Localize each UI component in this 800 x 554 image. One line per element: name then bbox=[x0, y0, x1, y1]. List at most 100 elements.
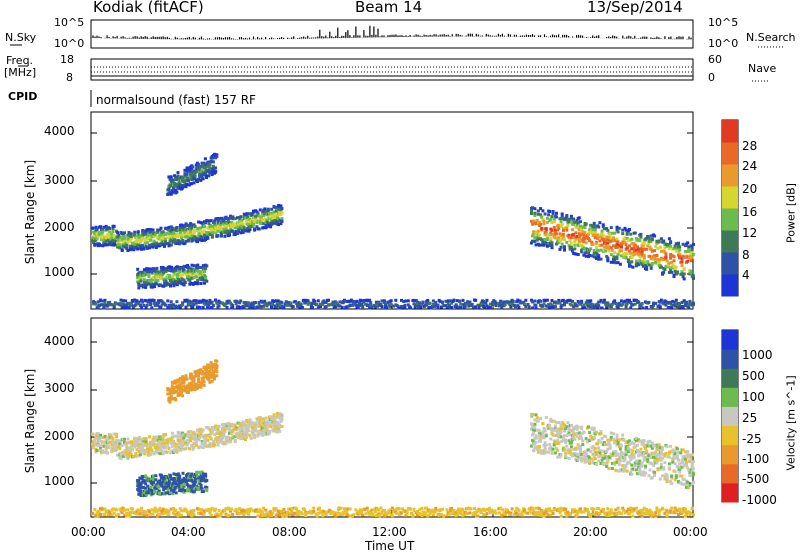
echo-cell bbox=[580, 459, 584, 463]
echo-cell bbox=[145, 493, 149, 497]
echo-cell bbox=[176, 448, 180, 452]
echo-cell bbox=[176, 235, 180, 239]
echo-cell bbox=[579, 444, 582, 448]
echo-cell bbox=[99, 243, 102, 247]
echo-cell bbox=[458, 299, 462, 303]
echo-cell bbox=[186, 264, 189, 267]
echo-cell bbox=[580, 228, 584, 232]
echo-cell bbox=[628, 249, 631, 253]
echo-cell bbox=[613, 251, 617, 255]
echo-cell bbox=[589, 223, 593, 227]
echo-cell bbox=[248, 228, 252, 231]
echo-cell bbox=[182, 378, 186, 382]
echo-cell bbox=[556, 228, 560, 232]
echo-cell bbox=[186, 390, 190, 394]
echo-cell bbox=[618, 262, 622, 266]
echo-cell bbox=[203, 163, 207, 167]
echo-cell bbox=[333, 305, 337, 309]
echo-cell bbox=[206, 162, 210, 166]
echo-cell bbox=[231, 304, 235, 307]
echo-cell bbox=[559, 440, 563, 444]
echo-cell bbox=[164, 240, 168, 244]
echo-cell bbox=[241, 230, 245, 234]
echo-cell bbox=[198, 434, 202, 438]
echo-cell bbox=[242, 430, 246, 434]
echo-cell bbox=[389, 299, 393, 303]
cpid-label: CPID bbox=[8, 90, 38, 103]
echo-cell bbox=[154, 278, 158, 282]
echo-cell bbox=[278, 211, 282, 214]
echo-cell bbox=[544, 443, 548, 447]
echo-cell bbox=[549, 445, 553, 449]
echo-cell bbox=[680, 260, 684, 264]
echo-cell bbox=[557, 226, 561, 230]
echo-cell bbox=[231, 229, 235, 233]
echo-cell bbox=[670, 303, 674, 307]
echo-cell bbox=[623, 299, 627, 303]
echo-cell bbox=[186, 179, 190, 183]
echo-cell bbox=[195, 470, 199, 474]
echo-cell bbox=[564, 441, 568, 445]
echo-cell bbox=[345, 305, 349, 309]
echo-cell bbox=[555, 215, 558, 219]
echo-cell bbox=[153, 282, 157, 286]
echo-cell bbox=[580, 436, 584, 440]
echo-cell bbox=[197, 177, 200, 181]
echo-cell bbox=[270, 306, 273, 310]
echo-cell bbox=[420, 302, 424, 306]
echo-cell bbox=[572, 434, 576, 438]
echo-cell bbox=[555, 433, 558, 437]
echo-cell bbox=[604, 302, 608, 306]
echo-cell bbox=[157, 446, 161, 450]
echo-cell bbox=[156, 278, 160, 282]
echo-cell bbox=[271, 416, 275, 420]
echo-cell bbox=[167, 282, 171, 286]
echo-cell bbox=[620, 299, 623, 303]
echo-cell bbox=[213, 433, 217, 437]
echo-cell bbox=[160, 239, 164, 243]
echo-cell bbox=[666, 265, 670, 269]
echo-cell bbox=[593, 236, 597, 240]
echo-cell bbox=[300, 306, 304, 309]
echo-cell bbox=[576, 244, 580, 247]
echo-cell bbox=[107, 238, 110, 242]
echo-cell bbox=[565, 425, 569, 429]
echo-cell bbox=[563, 303, 566, 307]
echo-cell bbox=[169, 300, 173, 304]
echo-cell bbox=[175, 380, 179, 384]
echo-cell bbox=[211, 160, 215, 164]
echo-cell bbox=[639, 304, 643, 308]
echo-cell bbox=[567, 430, 571, 434]
echo-cell bbox=[279, 204, 283, 208]
echo-cell bbox=[547, 450, 551, 454]
echo-cell bbox=[211, 164, 215, 168]
echo-cell bbox=[189, 231, 193, 235]
echo-cell bbox=[152, 477, 155, 481]
echo-cell bbox=[499, 300, 503, 304]
echo-cell bbox=[624, 305, 628, 309]
echo-cell bbox=[159, 306, 163, 310]
echo-cell bbox=[153, 435, 157, 439]
echo-cell bbox=[598, 221, 602, 225]
echo-cell bbox=[556, 427, 560, 431]
echo-cell bbox=[632, 245, 636, 249]
echo-cell bbox=[675, 270, 679, 274]
echo-cell bbox=[680, 257, 684, 260]
echo-cell bbox=[558, 232, 562, 236]
echo-cell bbox=[427, 305, 431, 309]
echo-cell bbox=[126, 239, 130, 243]
echo-cell bbox=[136, 230, 140, 234]
echo-cell bbox=[193, 388, 197, 392]
echo-cell bbox=[319, 302, 322, 306]
echo-cell bbox=[280, 207, 284, 210]
echo-cell bbox=[467, 302, 471, 306]
echo-cell bbox=[277, 223, 281, 227]
echo-cell bbox=[163, 277, 167, 281]
echo-cell bbox=[436, 306, 440, 310]
velocity-yticks bbox=[91, 341, 693, 484]
echo-cell bbox=[574, 446, 578, 450]
echo-cell bbox=[159, 226, 163, 230]
echo-cell bbox=[642, 254, 646, 258]
echo-cell bbox=[173, 228, 177, 232]
echo-cell bbox=[242, 226, 246, 230]
